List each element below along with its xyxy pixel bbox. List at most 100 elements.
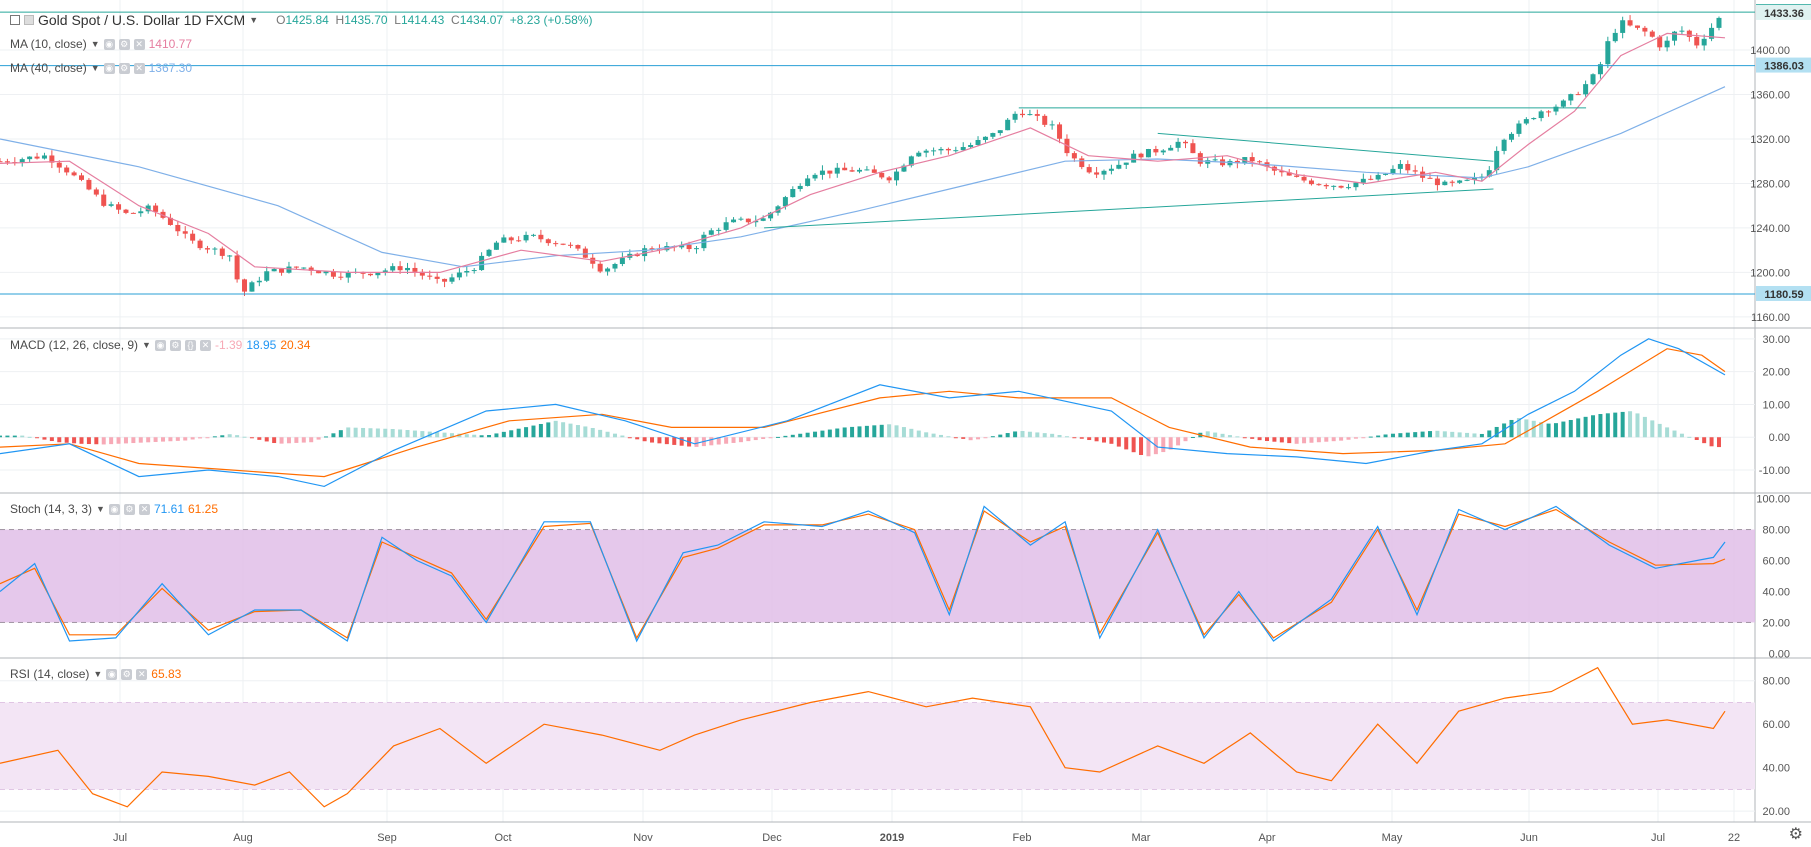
- macd-histogram-bar: [472, 434, 477, 438]
- candle-body: [1657, 36, 1663, 48]
- macd-histogram-bar: [27, 436, 32, 438]
- ma10-legend[interactable]: MA (10, close) ▼ ◉ ⚙ ✕ 1410.77: [10, 37, 192, 51]
- close-icon[interactable]: ✕: [136, 668, 148, 680]
- macd-histogram-bar: [953, 437, 958, 439]
- macd-histogram-bar: [190, 437, 195, 440]
- settings-icon[interactable]: ⚙: [118, 62, 130, 74]
- macd-hist-value: -1.39: [214, 338, 243, 352]
- chevron-down-icon[interactable]: ▼: [90, 63, 100, 73]
- macd-histogram-bar: [146, 437, 151, 443]
- macd-histogram-bar: [398, 429, 403, 438]
- chevron-down-icon[interactable]: ▼: [96, 504, 105, 514]
- series-icon: [24, 15, 34, 25]
- close-icon[interactable]: ✕: [133, 62, 145, 74]
- visibility-icon[interactable]: ◉: [108, 503, 120, 515]
- macd-histogram-bar: [1005, 433, 1010, 438]
- collapse-icon[interactable]: [10, 15, 20, 25]
- time-tick-label: May: [1382, 832, 1403, 844]
- symbol-header[interactable]: Gold Spot / U.S. Dollar 1D FXCM ▼ O1425.…: [10, 12, 592, 28]
- chevron-down-icon[interactable]: ▼: [90, 39, 100, 49]
- macd-histogram-bar: [101, 437, 106, 445]
- ma40-legend[interactable]: MA (40, close) ▼ ◉ ⚙ ✕ 1367.30: [10, 61, 192, 75]
- stoch-tick-label: 0.00: [1769, 648, 1790, 660]
- macd-histogram-bar: [1442, 431, 1447, 438]
- rsi-legend[interactable]: RSI (14, close) ▼ ◉ ⚙ ✕ 65.83: [10, 667, 181, 681]
- macd-histogram-bar: [1220, 433, 1225, 438]
- macd-histogram-bar: [931, 433, 936, 438]
- macd-histogram-bar: [242, 436, 247, 438]
- time-tick-label: Dec: [762, 832, 782, 844]
- macd-histogram-bar: [1265, 437, 1270, 442]
- price-tag-label: 1180.59: [1764, 289, 1803, 301]
- macd-histogram-bar: [1383, 434, 1388, 438]
- candle-body: [1531, 118, 1537, 120]
- macd-histogram-bar: [12, 435, 17, 438]
- macd-histogram-bar: [768, 437, 773, 439]
- candle-body: [227, 255, 233, 257]
- settings-icon[interactable]: ⚙: [123, 503, 135, 515]
- macd-histogram-bar: [664, 437, 669, 445]
- source-icon[interactable]: {}: [184, 339, 196, 351]
- macd-legend[interactable]: MACD (12, 26, close, 9) ▼ ◉ ⚙ {} ✕ -1.39…: [10, 338, 310, 352]
- macd-histogram-bar: [598, 429, 603, 438]
- macd-histogram-bar: [1665, 427, 1670, 438]
- time-axis: Jul Aug Sep Oct Nov Dec 2019 Feb Mar Apr May Jun Jul…: [113, 832, 1740, 844]
- price-tick-label: 1240.00: [1750, 223, 1790, 235]
- candle-body: [1523, 119, 1529, 124]
- macd-histogram-bar: [212, 436, 217, 438]
- time-tick-label: Mar: [1132, 832, 1151, 844]
- rsi-tick-label: 80.00: [1762, 676, 1790, 688]
- candle-body: [1442, 181, 1448, 186]
- settings-icon[interactable]: ⚙: [169, 339, 181, 351]
- close-icon[interactable]: ✕: [138, 503, 150, 515]
- candle-body: [1375, 174, 1381, 180]
- candle-body: [582, 248, 588, 258]
- candle-body: [590, 257, 596, 264]
- candle-body: [842, 167, 848, 171]
- candle-body: [560, 243, 566, 245]
- visibility-icon[interactable]: ◉: [106, 668, 118, 680]
- candle-body: [1716, 17, 1722, 28]
- stoch-tick-label: 100.00: [1756, 494, 1790, 506]
- macd-histogram-bar: [1227, 435, 1232, 438]
- candle-body: [234, 255, 240, 280]
- price-tick-label: 1160.00: [1751, 312, 1790, 324]
- candle-body: [1323, 184, 1329, 187]
- macd-histogram-bar: [1620, 411, 1625, 438]
- macd-histogram-bar: [1072, 437, 1077, 439]
- candle-body: [864, 169, 870, 171]
- ma40-label: MA (40, close): [10, 61, 87, 75]
- close-icon[interactable]: ✕: [133, 38, 145, 50]
- macd-signal-value: 20.34: [280, 338, 311, 352]
- macd-histogram-bar: [72, 437, 77, 444]
- candle-body: [49, 155, 55, 163]
- candle-body: [1183, 141, 1189, 144]
- stoch-legend[interactable]: Stoch (14, 3, 3) ▼ ◉ ⚙ ✕ 71.61 61.25: [10, 502, 218, 516]
- time-tick-label: Aug: [233, 832, 253, 844]
- macd-histogram-bar: [57, 437, 62, 443]
- macd-histogram-bar: [1287, 437, 1292, 444]
- interval[interactable]: 1D: [183, 12, 202, 28]
- settings-icon[interactable]: ⚙: [121, 668, 133, 680]
- settings-icon[interactable]: ⚙: [118, 38, 130, 50]
- chevron-down-icon[interactable]: ▼: [142, 340, 151, 350]
- gear-icon[interactable]: ⚙: [1788, 826, 1803, 843]
- candle-body: [182, 231, 188, 234]
- chevron-down-icon[interactable]: ▼: [249, 15, 259, 25]
- visibility-icon[interactable]: ◉: [103, 62, 115, 74]
- candle-body: [442, 278, 448, 282]
- macd-histogram-bar: [1190, 436, 1195, 438]
- close-icon[interactable]: ✕: [199, 339, 211, 351]
- macd-histogram-bar: [620, 435, 625, 438]
- candle-body: [538, 234, 544, 240]
- chevron-down-icon[interactable]: ▼: [93, 669, 103, 679]
- macd-histogram-bar: [1413, 432, 1418, 438]
- visibility-icon[interactable]: ◉: [154, 339, 166, 351]
- visibility-icon[interactable]: ◉: [103, 38, 115, 50]
- candle-body: [330, 271, 336, 277]
- candle-body: [1516, 123, 1522, 134]
- macd-histogram-bar: [857, 426, 862, 438]
- macd-histogram-bar: [109, 437, 114, 445]
- macd-histogram-bar: [227, 434, 232, 438]
